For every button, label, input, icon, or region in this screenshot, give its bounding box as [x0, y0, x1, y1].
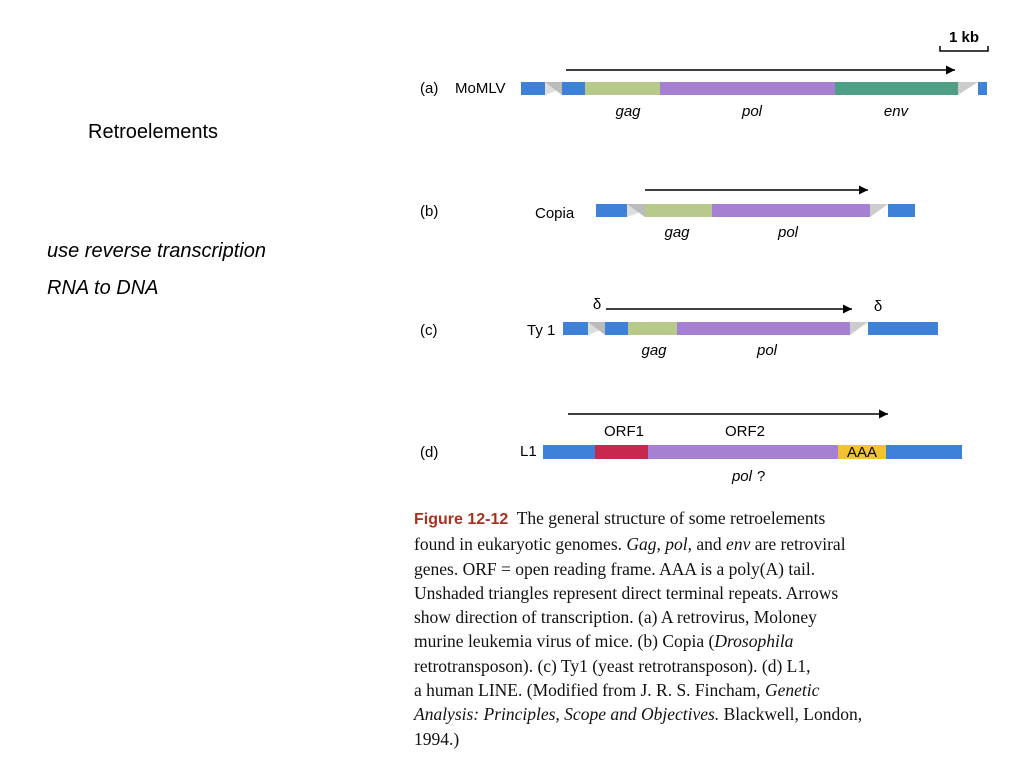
gene-note: ? [757, 468, 765, 485]
caption-text: are retroviral [750, 534, 846, 555]
gene-bar [543, 445, 962, 459]
gene-bar [563, 322, 938, 335]
figure-caption: Figure 12-12 The general structure of so… [414, 506, 1014, 751]
caption-line: Figure 12-12 The general structure of so… [414, 506, 1014, 532]
caption-text: genes. ORF = open reading frame. AAA is … [414, 558, 816, 579]
caption-text: Gag, pol, [626, 534, 693, 555]
caption-line: retrotransposon). (c) Ty1 (yeast retrotr… [414, 654, 1014, 678]
element-name: Copia [535, 205, 575, 222]
caption-text: retrotransposon). (c) Ty1 (yeast retrotr… [414, 655, 811, 676]
orf-label: ORF1 [604, 423, 644, 440]
gene-label: pol [741, 103, 763, 120]
note: use reverse transcription [47, 240, 266, 262]
scale-bar [939, 46, 989, 52]
caption-line: Analysis: Principles, Scope and Objectiv… [414, 702, 1014, 726]
slide-title: Retroelements [88, 121, 219, 143]
note: RNA to DNA [47, 277, 159, 299]
gene-label: gag [664, 224, 690, 241]
caption-text: Analysis: Principles, Scope and Objectiv… [414, 704, 720, 725]
caption-text: show direction of transcription. (a) A r… [414, 607, 817, 628]
caption-text: The general structure of some retroeleme… [508, 508, 826, 528]
caption-line: 1994.) [414, 727, 1014, 751]
caption-line: found in eukaryotic genomes. Gag, pol, a… [414, 532, 1014, 556]
caption-text: and [692, 534, 727, 555]
repeat-label: δ [874, 298, 882, 315]
caption-line: murine leukemia virus of mice. (b) Copia… [414, 629, 1014, 653]
caption-line: Unshaded triangles represent direct term… [414, 581, 1014, 605]
gene-label: pol [756, 342, 778, 359]
caption-text: Figure 12-12 [414, 511, 509, 528]
gene-label: pol [731, 468, 753, 485]
element-name: L1 [520, 443, 537, 460]
tail-label: AAA [847, 444, 877, 461]
caption-text: a human LINE. (Modified from J. R. S. Fi… [414, 680, 765, 701]
gene-label: pol [777, 224, 799, 241]
figure: 1 kb (a) MoMLV gag pol env (b) Copia [420, 29, 989, 485]
caption-text: Genetic [764, 680, 820, 701]
gene-bar [596, 204, 915, 217]
element-name: MoMLV [455, 80, 506, 97]
repeat-label: δ [593, 296, 601, 313]
caption-text: Drosophila [714, 631, 794, 652]
caption-text: env [726, 534, 751, 555]
row-label: (a) [420, 80, 438, 97]
caption-text: Blackwell, London, [719, 704, 863, 725]
caption-text: Unshaded triangles represent direct term… [414, 582, 839, 603]
gene-bar [521, 82, 987, 95]
caption-text: murine leukemia virus of mice. (b) Copia… [414, 631, 715, 652]
gene-label: gag [641, 342, 667, 359]
row-label: (b) [420, 203, 438, 220]
caption-line: show direction of transcription. (a) A r… [414, 605, 1014, 629]
gene-label: gag [615, 103, 641, 120]
caption-line: genes. ORF = open reading frame. AAA is … [414, 557, 1014, 581]
caption-text: found in eukaryotic genomes. [414, 534, 627, 555]
orf-label: ORF2 [725, 423, 765, 440]
element-name: Ty 1 [527, 322, 555, 339]
row-label: (c) [420, 322, 438, 339]
caption-line: a human LINE. (Modified from J. R. S. Fi… [414, 678, 1014, 702]
scale-label: 1 kb [949, 29, 979, 46]
gene-label: env [884, 103, 910, 120]
caption-text: 1994.) [414, 728, 460, 749]
row-label: (d) [420, 444, 438, 461]
